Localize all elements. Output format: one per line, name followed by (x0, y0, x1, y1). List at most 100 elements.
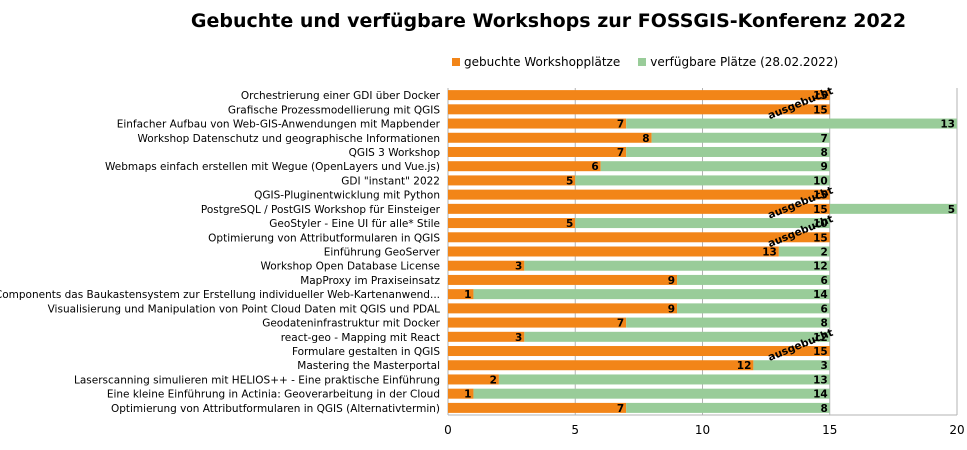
category-label: Workshop Datenschutz und geographische I… (137, 133, 440, 145)
bar-booked (448, 104, 830, 115)
data-label-booked: 2 (490, 374, 497, 386)
x-tick-label: 20 (949, 423, 964, 437)
data-label-booked: 15 (813, 190, 828, 202)
category-label: Webmaps einfach erstellen mit Wegue (Ope… (105, 161, 440, 173)
data-label-booked: 15 (813, 204, 828, 216)
data-label-booked: 7 (617, 147, 624, 159)
chart-title: Gebuchte und verfügbare Workshops zur FO… (190, 10, 907, 32)
x-tick-label: 0 (444, 423, 452, 437)
legend-item-booked: gebuchte Workshopplätze (452, 55, 620, 69)
bar-booked (448, 90, 830, 101)
bar-available (829, 203, 957, 214)
data-label-available: 10 (813, 175, 828, 187)
bar-booked (448, 388, 474, 399)
data-label-booked: 15 (813, 90, 828, 102)
bar-available (778, 246, 830, 257)
data-label-booked: 15 (813, 346, 828, 358)
data-label-booked: 5 (566, 218, 573, 230)
bar-booked (448, 303, 678, 314)
bar-booked (448, 346, 830, 357)
data-label-available: 8 (820, 147, 827, 159)
data-label-available: 3 (820, 360, 827, 372)
data-label-available: 13 (940, 119, 955, 131)
bar-booked (448, 360, 754, 371)
data-label-available: 7 (820, 133, 827, 145)
data-label-available: 14 (813, 389, 828, 401)
data-label-booked: 3 (515, 261, 522, 273)
data-label-booked: 1 (464, 289, 471, 301)
category-label: Geodateninfrastruktur mit Docker (262, 318, 440, 330)
data-label-booked: 8 (642, 133, 649, 145)
bar-booked (448, 175, 576, 186)
bar-available (677, 274, 830, 285)
x-tick-label: 5 (571, 423, 579, 437)
category-label: Einführung GeoServer (324, 247, 441, 259)
bar-available (473, 289, 830, 300)
data-label-booked: 9 (668, 275, 675, 287)
data-label-available: 13 (813, 374, 828, 386)
data-label-available: 12 (813, 332, 828, 344)
data-label-available: 8 (820, 318, 827, 330)
category-label: Visualisierung und Manipulation von Poin… (48, 303, 441, 315)
data-label-booked: 5 (566, 175, 573, 187)
bar-available (626, 317, 830, 328)
category-label: react-geo - Mapping mit React (281, 332, 440, 344)
data-label-booked: 7 (617, 403, 624, 415)
data-label-booked: 1 (464, 389, 471, 401)
data-label-booked: 13 (762, 247, 777, 259)
bar-available (626, 402, 830, 413)
data-label-available: 10 (813, 218, 828, 230)
bar-booked (448, 289, 474, 300)
bar-available (575, 218, 830, 229)
legend: gebuchte Workshopplätze verfügbare Plätz… (452, 55, 856, 69)
data-label-booked: 7 (617, 119, 624, 131)
data-label-available: 12 (813, 261, 828, 273)
category-label: MapProxy im Praxiseinsatz (300, 275, 440, 287)
data-label-booked: 7 (617, 318, 624, 330)
bar-booked (448, 331, 525, 342)
data-label-available: 14 (813, 289, 828, 301)
bar-available (600, 161, 830, 172)
data-label-available: 6 (820, 303, 827, 315)
data-label-available: 5 (948, 204, 955, 216)
bar-booked (448, 118, 627, 129)
bar-booked (448, 203, 830, 214)
data-label-booked: 15 (813, 232, 828, 244)
bar-available (626, 118, 957, 129)
bar-booked (448, 317, 627, 328)
category-label: Einfacher Aufbau von Web-GIS-Anwendungen… (117, 119, 441, 131)
category-label: Orchestrierung einer GDI über Docker (241, 90, 441, 102)
legend-swatch-available (638, 58, 647, 66)
bar-available (473, 388, 830, 399)
legend-label-booked: gebuchte Workshopplätze (464, 55, 621, 69)
bar-booked (448, 402, 627, 413)
category-label: GDI "instant" 2022 (341, 175, 440, 187)
data-label-booked: 15 (813, 104, 828, 116)
x-tick-label: 10 (695, 423, 710, 437)
legend-item-available: verfügbare Plätze (28.02.2022) (638, 55, 838, 69)
category-label: Workshop Open Database License (260, 261, 440, 273)
bar-booked (448, 218, 576, 229)
data-label-booked: 3 (515, 332, 522, 344)
bar-available (498, 374, 830, 385)
data-label-available: 2 (820, 247, 827, 259)
category-label: Laserscanning simulieren mit HELIOS++ - … (74, 374, 440, 386)
data-label-available: 9 (820, 161, 827, 173)
legend-swatch-booked (452, 58, 460, 66)
bar-booked (448, 374, 499, 385)
data-label-available: 8 (820, 403, 827, 415)
bar-booked (448, 274, 678, 285)
bar-booked (448, 260, 525, 271)
category-label: PostgreSQL / PostGIS Workshop für Einste… (201, 204, 441, 216)
category-label: MapComponents das Baukastensystem zur Er… (0, 289, 440, 301)
category-label: QGIS-Pluginentwicklung mit Python (254, 190, 440, 202)
category-label: Optimierung von Attributformularen in QG… (208, 232, 440, 244)
bar-booked (448, 189, 830, 200)
bar-booked (448, 146, 627, 157)
category-label: Optimierung von Attributformularen in QG… (111, 403, 440, 415)
category-label: GeoStyler - Eine UI für alle* Stile (269, 218, 440, 230)
category-label: QGIS 3 Workshop (349, 147, 441, 159)
data-label-booked: 12 (737, 360, 752, 372)
bar-available (575, 175, 830, 186)
bar-booked (448, 232, 830, 243)
